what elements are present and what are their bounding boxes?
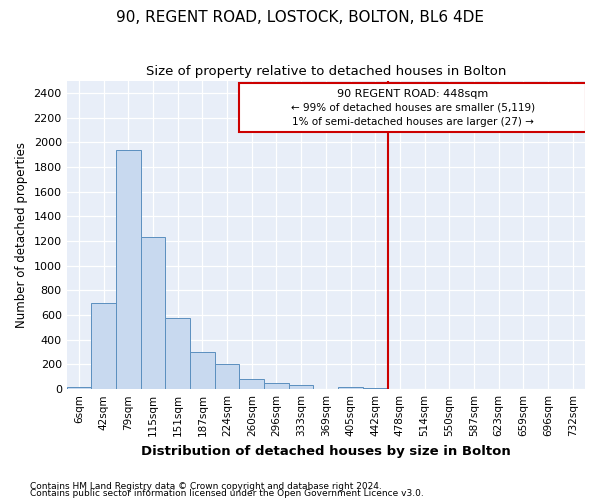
Y-axis label: Number of detached properties: Number of detached properties [15, 142, 28, 328]
Bar [91, 303, 116, 389]
Bar [363, 388, 388, 389]
Text: 90 REGENT ROAD: 448sqm: 90 REGENT ROAD: 448sqm [337, 89, 488, 99]
Text: ← 99% of detached houses are smaller (5,119): ← 99% of detached houses are smaller (5,… [291, 102, 535, 113]
Bar [264, 383, 289, 389]
Text: 1% of semi-detached houses are larger (27) →: 1% of semi-detached houses are larger (2… [292, 116, 534, 126]
X-axis label: Distribution of detached houses by size in Bolton: Distribution of detached houses by size … [141, 444, 511, 458]
Bar [338, 386, 363, 389]
Bar [141, 238, 166, 389]
Bar [239, 380, 264, 389]
Bar [289, 386, 313, 389]
Bar [116, 150, 141, 389]
Text: Contains HM Land Registry data © Crown copyright and database right 2024.: Contains HM Land Registry data © Crown c… [30, 482, 382, 491]
Bar [166, 318, 190, 389]
Title: Size of property relative to detached houses in Bolton: Size of property relative to detached ho… [146, 65, 506, 78]
Bar [215, 364, 239, 389]
Bar [67, 386, 91, 389]
FancyBboxPatch shape [239, 83, 586, 132]
Text: 90, REGENT ROAD, LOSTOCK, BOLTON, BL6 4DE: 90, REGENT ROAD, LOSTOCK, BOLTON, BL6 4D… [116, 10, 484, 25]
Bar [190, 352, 215, 389]
Text: Contains public sector information licensed under the Open Government Licence v3: Contains public sector information licen… [30, 489, 424, 498]
